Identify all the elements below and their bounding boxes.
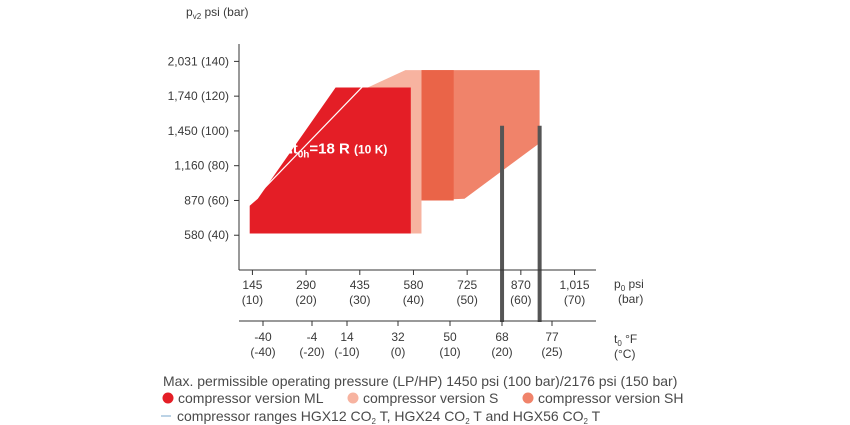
x-pressure-tick-bar-1: (20) bbox=[295, 293, 316, 307]
y-tick-label-0: 580 (40) bbox=[184, 228, 229, 242]
x-pressure-axis-unit: (bar) bbox=[618, 292, 643, 306]
chart-vertical-lines bbox=[500, 125, 542, 322]
x-temp-tick-f-3: 32 bbox=[391, 330, 405, 344]
chart-axes bbox=[238, 44, 596, 322]
x-temp-tick-f-4: 50 bbox=[443, 330, 457, 344]
x-pressure-tick-bar-4: (50) bbox=[456, 293, 477, 307]
y-tick-label-1: 870 (60) bbox=[184, 193, 229, 207]
legend-label-0: compressor version ML bbox=[178, 390, 324, 406]
chart-ticks: 580 (40) 870 (60) 1,160 (80) 1,450 (100) 1,7… bbox=[168, 54, 590, 359]
chart-legend: Max. permissible operating pressure (LP/… bbox=[161, 373, 684, 425]
y-tick-label-4: 1,740 (120) bbox=[168, 89, 229, 103]
x-pressure-tick-bar-3: (40) bbox=[403, 293, 424, 307]
x-temp-tick-c-0: (-40) bbox=[250, 345, 275, 359]
legend-marker-0 bbox=[162, 392, 174, 404]
y-tick-label-5: 2,031 (140) bbox=[168, 54, 229, 68]
legend-marker-2 bbox=[522, 392, 534, 404]
chart-areas bbox=[249, 69, 540, 234]
x-pressure-tick-psi-2: 435 bbox=[350, 278, 370, 292]
x-pressure-tick-psi-6: 1,015 bbox=[560, 278, 590, 292]
x-temp-tick-f-2: 14 bbox=[340, 330, 354, 344]
x-pressure-tick-bar-0: (10) bbox=[242, 293, 263, 307]
x-pressure-axis-label: p0 psi bbox=[614, 277, 644, 293]
x-temp-tick-f-6: 77 bbox=[545, 330, 559, 344]
x-temp-tick-f-1: -4 bbox=[307, 330, 318, 344]
x-pressure-tick-psi-1: 290 bbox=[296, 278, 316, 292]
x-temperature-axis-unit: (°C) bbox=[614, 347, 635, 361]
y-axis-label: pv2 psi (bar) bbox=[186, 5, 248, 21]
compressor-range-line bbox=[251, 69, 380, 201]
x-pressure-tick-psi-3: 580 bbox=[403, 278, 423, 292]
x-temp-tick-c-6: (25) bbox=[541, 345, 562, 359]
x-pressure-tick-bar-6: (70) bbox=[564, 293, 585, 307]
x-temp-tick-c-3: (0) bbox=[391, 345, 406, 359]
y-tick-label-2: 1,160 (80) bbox=[174, 159, 229, 173]
x-temp-tick-c-5: (20) bbox=[491, 345, 512, 359]
x-temp-tick-f-0: -40 bbox=[254, 330, 272, 344]
x-pressure-tick-psi-4: 725 bbox=[457, 278, 477, 292]
x-temp-tick-c-2: (-10) bbox=[334, 345, 359, 359]
legend-label-1: compressor version S bbox=[363, 390, 498, 406]
legend-label-2: compressor version SH bbox=[538, 390, 684, 406]
x-temp-tick-c-1: (-20) bbox=[299, 345, 324, 359]
area-band-0 bbox=[421, 70, 454, 201]
legend-label-3: compressor ranges HGX12 CO2 T, HGX24 CO2… bbox=[177, 408, 601, 425]
chart-axis-labels: pv2 psi (bar) p0 psi(bar) t0 °F(°C) bbox=[186, 5, 644, 361]
chart-annotation: Δt0h=18 R (10 K) bbox=[282, 141, 387, 161]
x-temp-tick-c-4: (10) bbox=[439, 345, 460, 359]
y-tick-label-3: 1,450 (100) bbox=[168, 124, 229, 138]
delta-t-annotation: Δt0h=18 R (10 K) bbox=[282, 141, 387, 161]
x-temperature-axis-label: t0 °F bbox=[614, 332, 637, 348]
x-temp-tick-f-5: 68 bbox=[495, 330, 509, 344]
x-pressure-tick-bar-5: (60) bbox=[510, 293, 531, 307]
area-version-ml bbox=[249, 87, 411, 234]
caption-text: Max. permissible operating pressure (LP/… bbox=[163, 373, 677, 389]
x-pressure-tick-bar-2: (30) bbox=[349, 293, 370, 307]
x-pressure-tick-psi-5: 870 bbox=[511, 278, 531, 292]
x-pressure-tick-psi-0: 145 bbox=[242, 278, 262, 292]
legend-marker-1 bbox=[347, 392, 359, 404]
